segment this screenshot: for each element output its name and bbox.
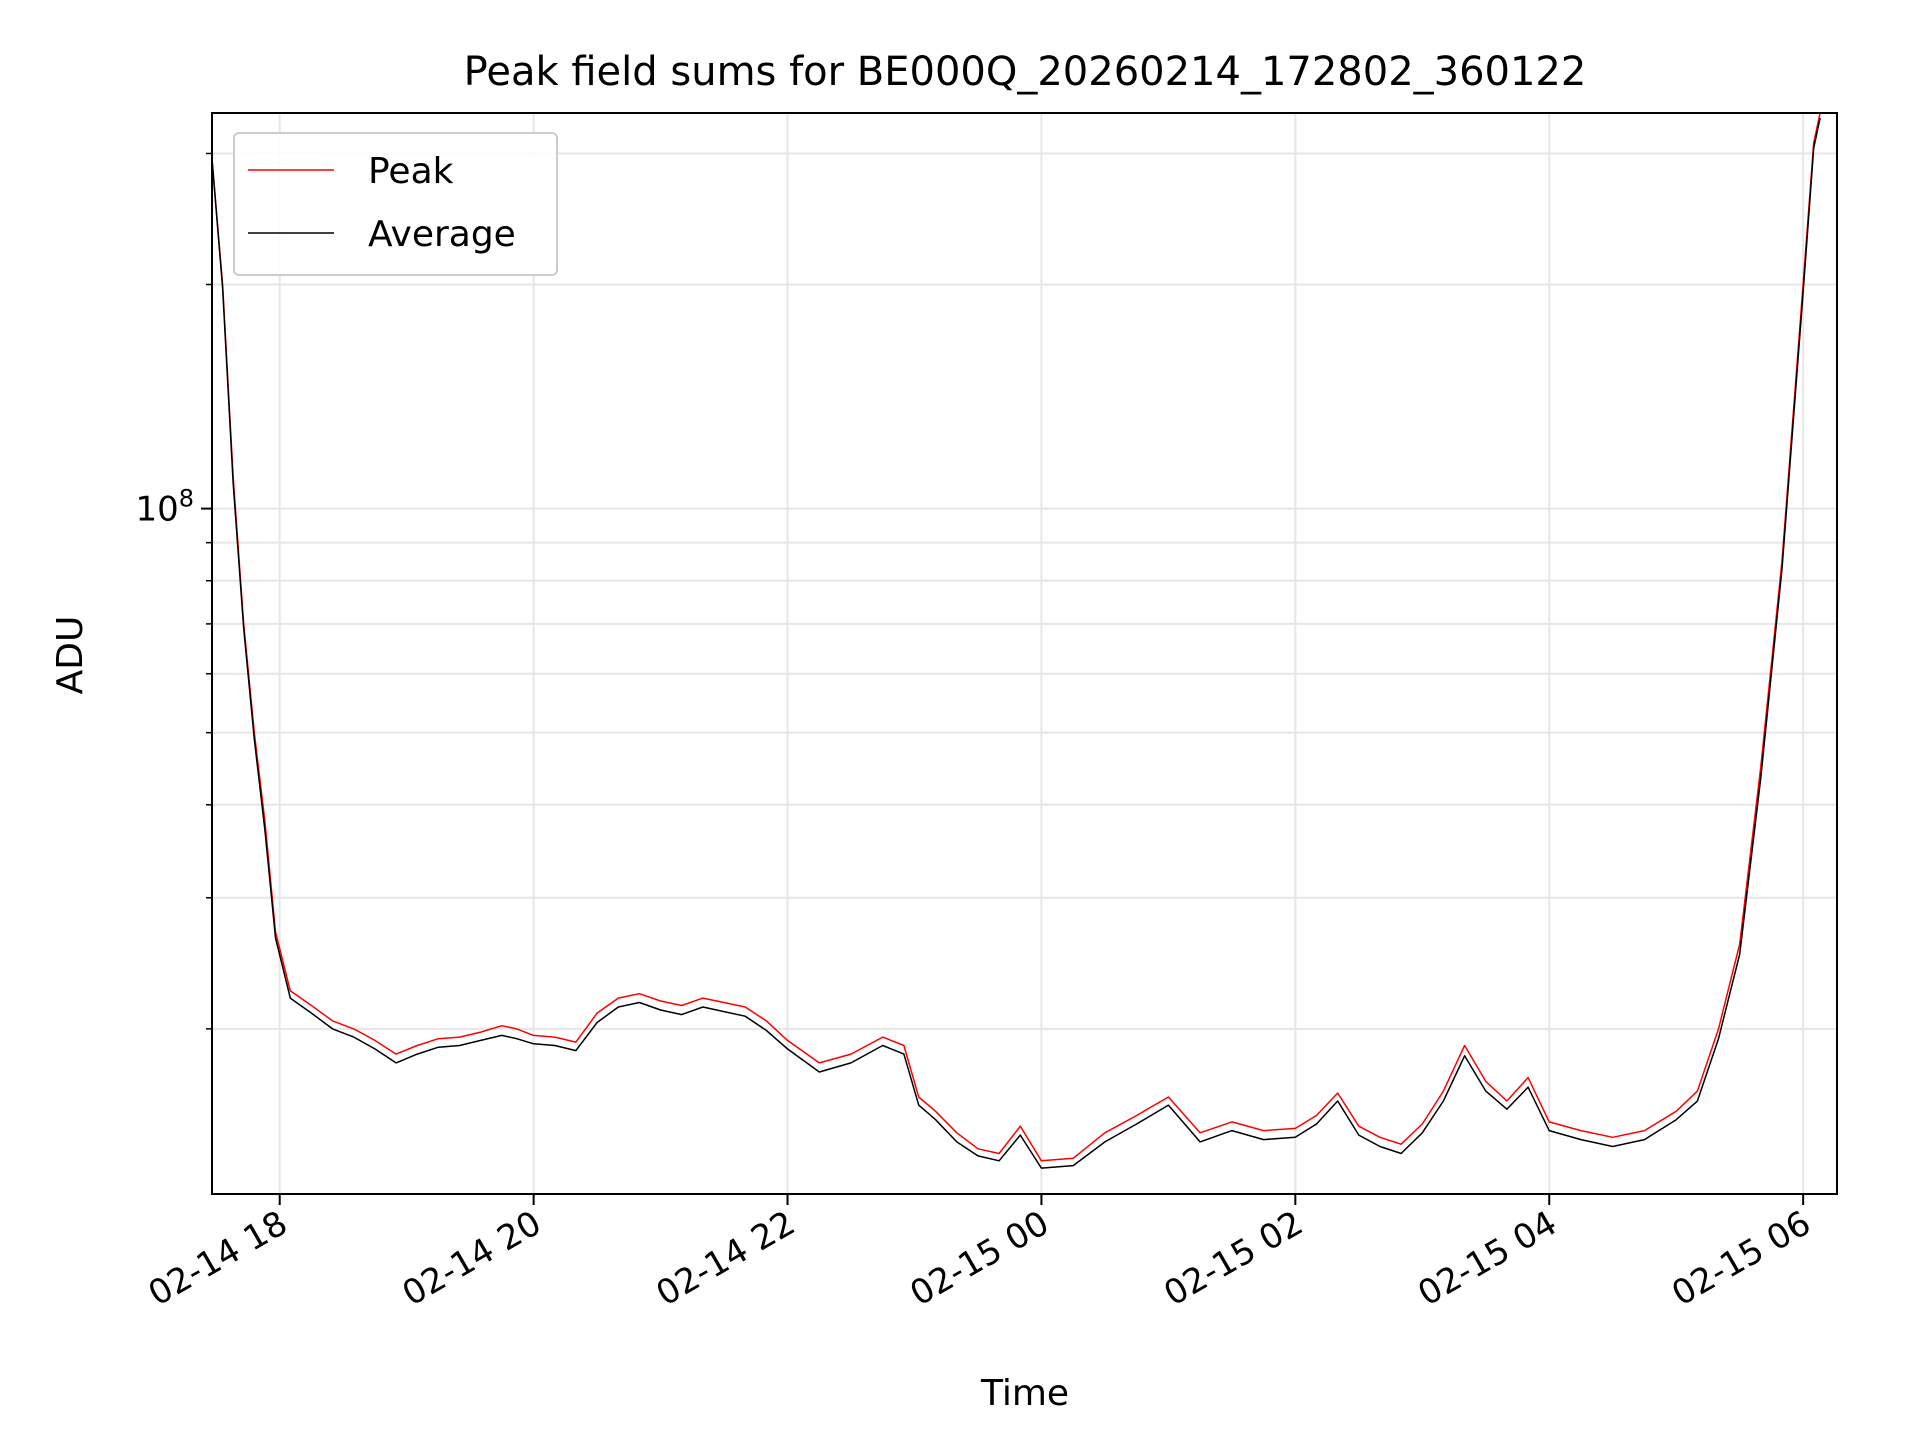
x-axis: 02-14 18 02-14 20 02-14 22 02-15 00 02-15 02… xyxy=(142,1194,1818,1314)
x-tick-label: 02-15 04 xyxy=(1411,1203,1563,1314)
grid xyxy=(212,113,1837,1194)
chart-title: Peak field sums for BE000Q_20260214_1728… xyxy=(464,49,1587,95)
x-tick-label: 02-15 06 xyxy=(1665,1203,1817,1314)
x-tick-label: 02-14 20 xyxy=(396,1203,548,1314)
legend-frame xyxy=(233,132,558,276)
series-line-average xyxy=(211,117,1821,1169)
series-lines xyxy=(211,112,1821,1169)
series-line-peak xyxy=(211,112,1821,1162)
legend: Peak Average xyxy=(233,132,558,276)
y-tick-label: 108 xyxy=(135,485,194,530)
legend-peak-label: Peak xyxy=(368,151,454,192)
x-tick-label: 02-14 18 xyxy=(142,1203,294,1314)
x-tick-label: 02-15 00 xyxy=(904,1203,1056,1314)
x-tick-label: 02-14 22 xyxy=(650,1203,802,1314)
y-axis-label: ADU xyxy=(50,616,91,695)
y-axis: 108 xyxy=(135,152,212,1030)
x-tick-label: 02-15 02 xyxy=(1157,1203,1309,1314)
x-axis-label: Time xyxy=(980,1373,1069,1414)
legend-average-label: Average xyxy=(368,214,516,255)
plot-area-frame xyxy=(211,112,1838,1195)
